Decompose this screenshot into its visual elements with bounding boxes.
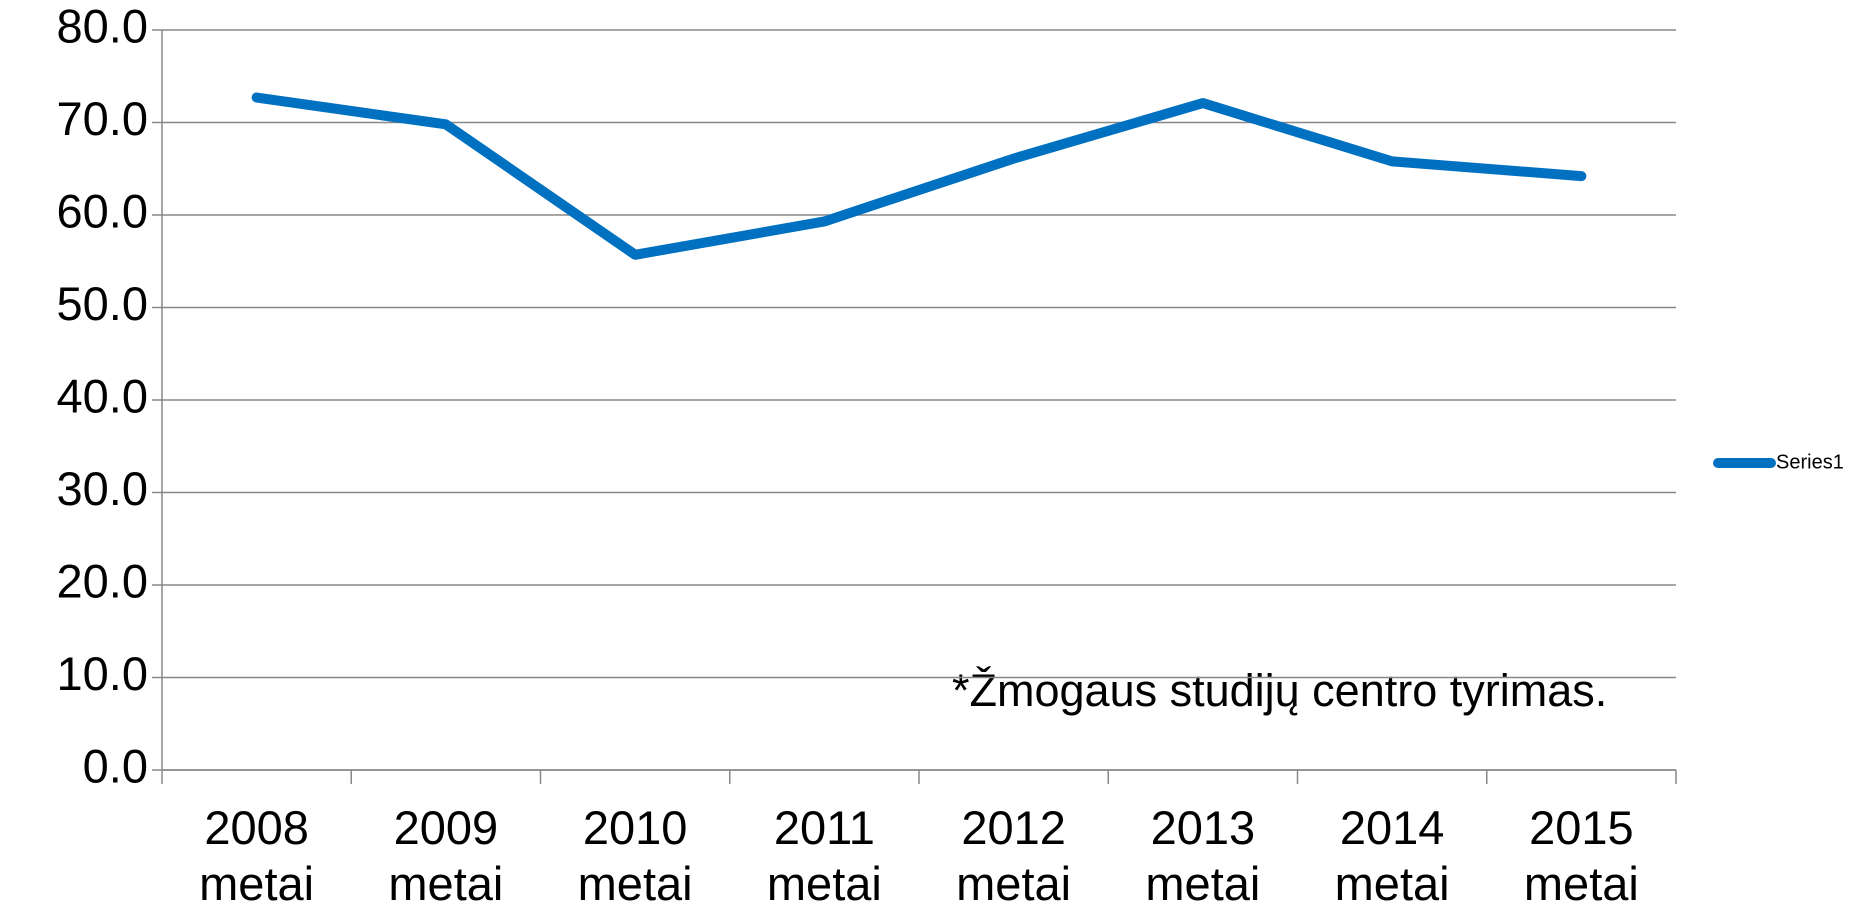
x-tick-label: 2011 metai — [766, 801, 882, 910]
x-tick-label: 2013 metai — [1145, 801, 1261, 910]
y-tick-label: 0.0 — [83, 739, 148, 792]
annotation: *Žmogaus studijų centro tyrimas. — [952, 665, 1607, 716]
line — [251, 92, 1587, 260]
y-tick-label: 40.0 — [57, 369, 148, 422]
legend-label: Series1 — [1776, 451, 1844, 473]
y-tick-label: 80.0 — [57, 0, 148, 52]
y-tick-label: 70.0 — [57, 92, 148, 145]
y-tick-label: 60.0 — [57, 184, 148, 237]
y-tick-label: 50.0 — [57, 277, 148, 330]
x-tick-label: 2012 metai — [956, 801, 1072, 910]
x-tick-label: 2010 metai — [577, 801, 693, 910]
x-tick-label: 2015 metai — [1523, 801, 1639, 910]
x-tick-label: 2009 metai — [388, 801, 504, 910]
y-tick-label: 30.0 — [57, 462, 148, 515]
y-tick-label: 20.0 — [57, 554, 148, 607]
x-tick-label: 2014 metai — [1334, 801, 1450, 910]
x-tick-label: 2008 metai — [199, 801, 315, 910]
y-tick-label: 10.0 — [57, 647, 148, 700]
